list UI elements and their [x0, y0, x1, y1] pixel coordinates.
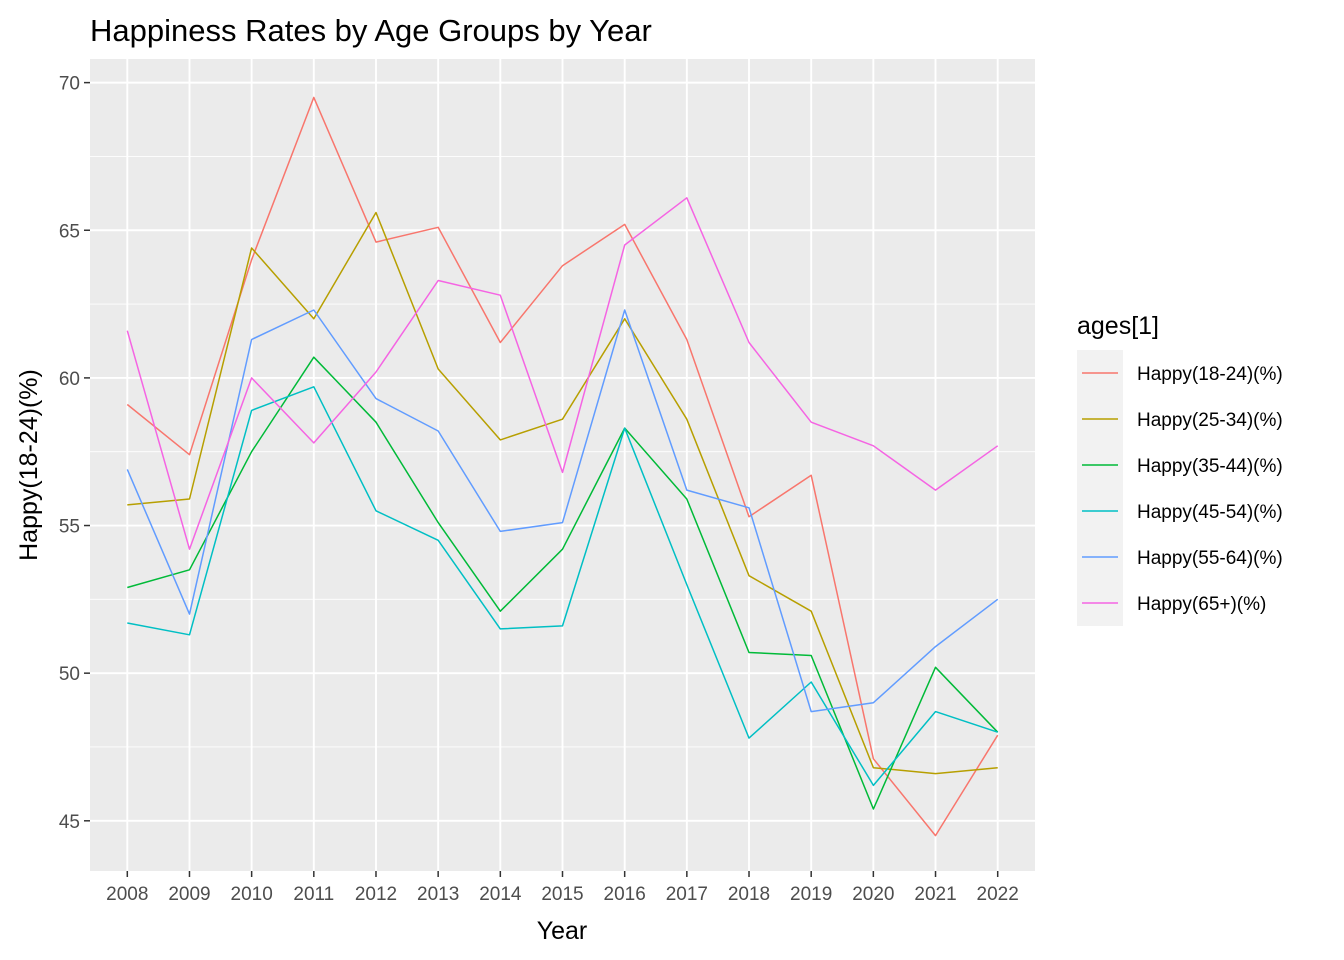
legend-title: ages[1] — [1077, 312, 1159, 340]
x-tick-label: 2011 — [293, 884, 334, 905]
x-tick-label: 2016 — [604, 884, 646, 905]
y-tick-label: 60 — [59, 369, 80, 390]
x-tick-label: 2017 — [666, 884, 708, 905]
legend-label: Happy(65+)(%) — [1137, 594, 1266, 615]
x-tick-label: 2012 — [355, 884, 397, 905]
x-tick-label: 2010 — [231, 884, 273, 905]
series-line-5 — [126, 309, 999, 713]
x-tick-label: 2009 — [168, 884, 210, 905]
legend-label: Happy(55-64)(%) — [1137, 548, 1283, 569]
x-tick-label: 2013 — [417, 884, 459, 905]
x-axis-title: Year — [537, 917, 588, 945]
x-tick-label: 2020 — [852, 884, 894, 905]
x-tick-label: 2022 — [977, 884, 1019, 905]
x-axis-ticks: 2008 2009 2010 2011 2012 2013 2014 2015 2016 2017… — [106, 871, 1019, 905]
chart-title: Happiness Rates by Age Groups by Year — [90, 13, 652, 48]
legend-label: Happy(25-34)(%) — [1137, 410, 1283, 431]
x-tick-label: 2019 — [790, 884, 832, 905]
series-line-1 — [126, 96, 999, 837]
series-line-4 — [127, 386, 998, 787]
x-tick-label: 2014 — [479, 884, 522, 905]
y-tick-label: 45 — [59, 812, 80, 833]
y-axis-ticks: 45 50 55 60 65 70 — [59, 74, 90, 833]
y-tick-label: 55 — [59, 517, 80, 538]
y-axis-title: Happy(18-24)(%) — [15, 369, 43, 561]
series-lines — [126, 96, 999, 837]
y-tick-label: 65 — [59, 221, 80, 242]
legend-label: Happy(35-44)(%) — [1137, 456, 1283, 477]
x-tick-label: 2015 — [541, 884, 583, 905]
y-tick-label: 50 — [59, 664, 80, 685]
series-line-2 — [127, 211, 998, 775]
x-tick-label: 2021 — [914, 884, 956, 905]
legend-label: Happy(18-24)(%) — [1137, 364, 1283, 385]
legend-label: Happy(45-54)(%) — [1137, 502, 1283, 523]
y-tick-label: 70 — [59, 74, 80, 95]
series-line-3 — [127, 356, 999, 810]
series-line-6 — [126, 197, 999, 550]
x-tick-label: 2008 — [106, 884, 148, 905]
x-tick-label: 2018 — [728, 884, 770, 905]
legend: ages[1] Happy(18-24)(%) Happy(25-34)(%) Ha… — [1077, 312, 1283, 626]
